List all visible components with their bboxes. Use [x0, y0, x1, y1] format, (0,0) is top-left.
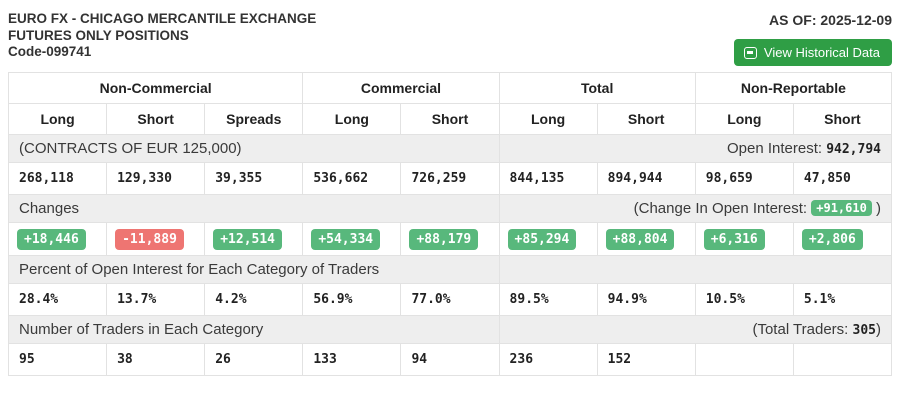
percent-value: 4.2%	[204, 283, 304, 316]
group-non-commercial: Non-Commercial	[7, 72, 304, 104]
trader-count: 38	[106, 343, 206, 376]
cot-report-table: Non-Commercial Commercial Total Non-Repo…	[7, 72, 893, 376]
position-value: 844,135	[498, 162, 598, 195]
column-header-row: Long Short Spreads Long Short Long Short…	[7, 103, 893, 135]
percent-value: 77.0%	[400, 283, 500, 316]
col-nonrep-short: Short	[792, 103, 893, 135]
change-badge: +2,806	[801, 228, 863, 250]
change-cell: +2,806	[792, 222, 893, 256]
change-badge: +85,294	[507, 228, 577, 250]
change-badge: +88,179	[409, 228, 479, 250]
col-noncomm-short: Short	[106, 103, 206, 135]
page-header: EURO FX - CHICAGO MERCANTILE EXCHANGE FU…	[0, 0, 900, 72]
position-value: 268,118	[7, 162, 108, 195]
trader-count	[694, 343, 794, 376]
change-cell: +18,446	[7, 222, 108, 256]
percent-value: 89.5%	[498, 283, 598, 316]
total-traders-value: 305	[852, 323, 876, 338]
trader-count: 94	[400, 343, 500, 376]
col-noncomm-spreads: Spreads	[204, 103, 304, 135]
position-value: 129,330	[106, 162, 206, 195]
percents-row: 28.4% 13.7% 4.2% 56.9% 77.0% 89.5% 94.9%…	[7, 283, 893, 316]
trader-count: 236	[498, 343, 598, 376]
trader-count: 95	[7, 343, 108, 376]
percent-band-label: Percent of Open Interest for Each Catego…	[8, 255, 500, 284]
as-of-date: AS OF: 2025-12-09	[769, 12, 892, 28]
trader-count: 26	[204, 343, 304, 376]
change-cell: +85,294	[498, 222, 598, 256]
percent-value: 28.4%	[7, 283, 108, 316]
report-subtitle: FUTURES ONLY POSITIONS	[8, 27, 189, 43]
col-comm-long: Long	[302, 103, 402, 135]
change-badge: -11,889	[115, 228, 184, 250]
percent-band-spacer	[498, 255, 893, 284]
category-group-header-row: Non-Commercial Commercial Total Non-Repo…	[7, 72, 893, 104]
percent-value: 13.7%	[106, 283, 206, 316]
position-value: 726,259	[400, 162, 500, 195]
change-oi-badge: +91,610	[811, 200, 872, 216]
total-traders-cell: (Total Traders: 305)	[498, 315, 893, 344]
trader-counts-row: 95 38 26 133 94 236 152	[7, 343, 893, 376]
trader-count	[792, 343, 893, 376]
group-commercial: Commercial	[302, 72, 500, 104]
percent-value: 94.9%	[596, 283, 696, 316]
header-right: AS OF: 2025-12-09 View Historical Data	[733, 11, 892, 66]
contracts-unit-label: (CONTRACTS OF EUR 125,000)	[8, 134, 500, 163]
changes-label: Changes	[8, 194, 500, 223]
col-nonrep-long: Long	[694, 103, 794, 135]
position-value: 894,944	[596, 162, 696, 195]
view-historical-data-button[interactable]: View Historical Data	[733, 39, 892, 66]
change-badge: +12,514	[213, 228, 283, 250]
open-interest-label: Open Interest:	[726, 140, 827, 157]
report-title-block: EURO FX - CHICAGO MERCANTILE EXCHANGE FU…	[8, 11, 316, 61]
change-oi-prefix: (Change In Open Interest:	[633, 200, 812, 217]
position-value: 47,850	[792, 162, 893, 195]
change-cell: +88,179	[400, 222, 500, 256]
group-total: Total	[498, 72, 696, 104]
open-interest-cell: Open Interest: 942,794	[498, 134, 893, 163]
change-badge: +6,316	[703, 228, 765, 250]
col-noncomm-long: Long	[7, 103, 108, 135]
traders-band-row: Number of Traders in Each Category (Tota…	[8, 315, 893, 344]
change-cell: +88,804	[596, 222, 696, 256]
change-open-interest-cell: (Change In Open Interest: +91,610 )	[498, 194, 893, 223]
position-value: 39,355	[204, 162, 304, 195]
report-code: Code-099741	[8, 44, 92, 59]
changes-band-row: Changes (Change In Open Interest: +91,61…	[8, 194, 893, 223]
change-cell: -11,889	[106, 222, 206, 256]
open-interest-value: 942,794	[826, 142, 881, 157]
change-cell: +12,514	[204, 222, 304, 256]
trader-count: 152	[596, 343, 696, 376]
total-traders-suffix: )	[876, 321, 881, 338]
col-comm-short: Short	[400, 103, 500, 135]
change-cell: +54,334	[302, 222, 402, 256]
contracts-band-row: (CONTRACTS OF EUR 125,000) Open Interest…	[8, 134, 893, 163]
change-badge: +88,804	[605, 228, 675, 250]
positions-row: 268,118 129,330 39,355 536,662 726,259 8…	[7, 162, 893, 195]
change-badge: +18,446	[17, 228, 86, 250]
position-value: 98,659	[694, 162, 794, 195]
percent-value: 5.1%	[792, 283, 893, 316]
chart-window-icon	[743, 46, 757, 59]
group-non-reportable: Non-Reportable	[694, 72, 893, 104]
change-badge: +54,334	[311, 228, 381, 250]
changes-row: +18,446 -11,889 +12,514 +54,334 +88,179 …	[7, 222, 893, 256]
percent-band-row: Percent of Open Interest for Each Catego…	[8, 255, 893, 284]
percent-value: 10.5%	[694, 283, 794, 316]
report-title: EURO FX - CHICAGO MERCANTILE EXCHANGE	[8, 11, 317, 26]
percent-value: 56.9%	[302, 283, 402, 316]
position-value: 536,662	[302, 162, 402, 195]
change-oi-suffix: )	[871, 200, 881, 217]
total-traders-prefix: (Total Traders:	[752, 321, 853, 338]
col-total-short: Short	[596, 103, 696, 135]
trader-count: 133	[302, 343, 402, 376]
traders-band-label: Number of Traders in Each Category	[8, 315, 500, 344]
col-total-long: Long	[498, 103, 598, 135]
change-cell: +6,316	[694, 222, 794, 256]
view-historical-data-label: View Historical Data	[763, 45, 880, 60]
